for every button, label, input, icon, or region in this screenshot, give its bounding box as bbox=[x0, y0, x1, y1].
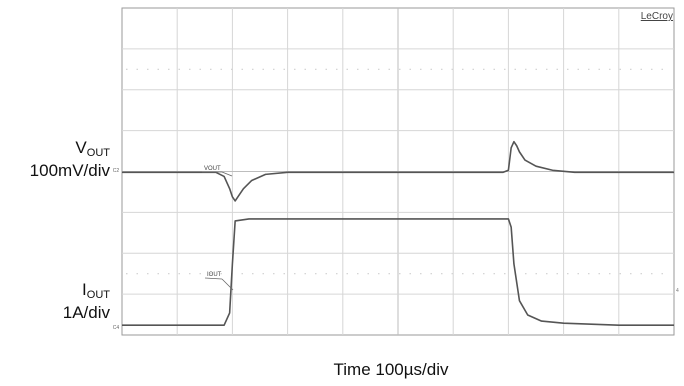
traces bbox=[122, 140, 674, 326]
trace-tag-leader bbox=[221, 278, 234, 291]
iout-scale-label: 1A/div bbox=[62, 303, 110, 322]
channel-marker-c4: C4 bbox=[113, 325, 120, 331]
iout-axis-label: IOUT bbox=[82, 280, 110, 301]
trace-tags: VOUT IOUT 4 bbox=[202, 166, 679, 294]
grid bbox=[122, 8, 674, 335]
trace-vout bbox=[122, 140, 674, 202]
trace-iout bbox=[122, 218, 674, 326]
x-axis-label: Time 100µs/div bbox=[333, 360, 449, 379]
trace-tag-vout: VOUT bbox=[204, 166, 221, 172]
right-edge-marker: 4 bbox=[676, 288, 679, 294]
lecroy-logo: LeCroy bbox=[641, 11, 673, 22]
trace-tag-underline bbox=[204, 277, 223, 280]
channel-marker-c2: C2 bbox=[113, 168, 120, 174]
trace-tag-iout: IOUT bbox=[207, 272, 222, 278]
vout-scale-label: 100mV/div bbox=[29, 161, 110, 180]
vout-axis-label: VOUT bbox=[75, 138, 110, 159]
trace-tag-leader bbox=[221, 171, 233, 177]
